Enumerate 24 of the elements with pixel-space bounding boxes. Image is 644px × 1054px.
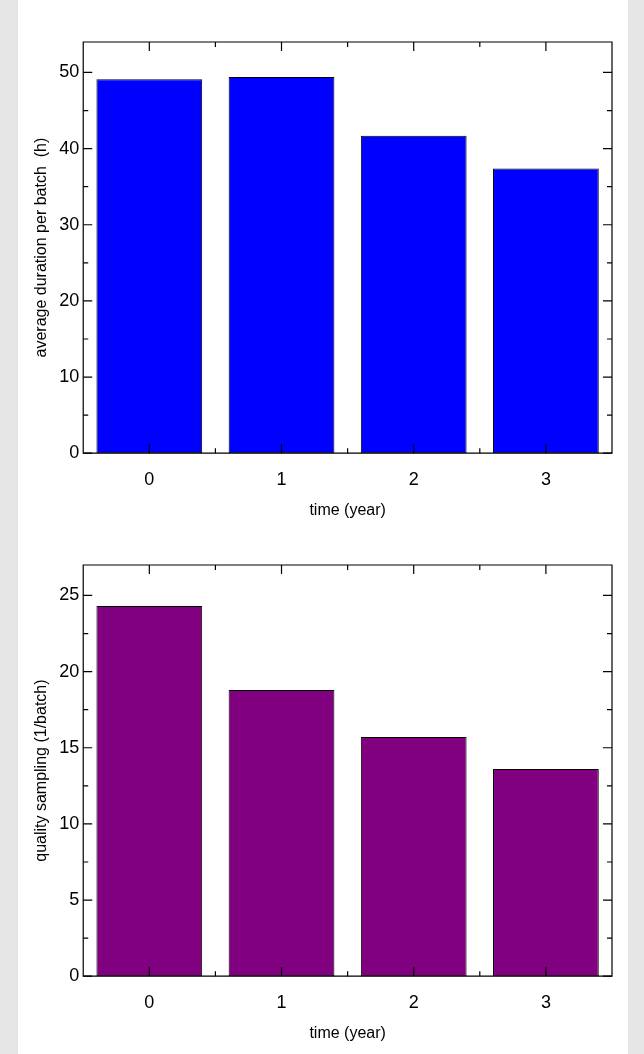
x-tick-label: 3 bbox=[540, 991, 551, 1012]
y-tick-label: 20 bbox=[59, 289, 80, 310]
x-tick-label: 0 bbox=[144, 468, 155, 489]
y-tick-label: 50 bbox=[59, 61, 80, 82]
y-tick-label: 40 bbox=[59, 137, 80, 158]
x-tick-label: 1 bbox=[276, 468, 287, 489]
y-tick-label: 5 bbox=[69, 889, 80, 910]
x-tick-label: 1 bbox=[276, 991, 287, 1012]
y-tick-label: 15 bbox=[59, 736, 80, 757]
x-tick-label: 2 bbox=[408, 991, 419, 1012]
y-tick-label: 10 bbox=[59, 812, 80, 833]
x-axis-title: time (year) bbox=[309, 500, 386, 518]
x-tick-label: 0 bbox=[144, 991, 155, 1012]
y-tick-label: 25 bbox=[59, 584, 80, 605]
y-axis-title: average duration per batch (h) bbox=[32, 137, 50, 358]
x-axis-title: time (year) bbox=[309, 1023, 386, 1041]
x-tick-label: 3 bbox=[540, 468, 551, 489]
y-tick-label: 20 bbox=[59, 660, 80, 681]
y-axis-title: quality sampling (1/batch) bbox=[32, 679, 50, 862]
y-tick-label: 10 bbox=[59, 366, 80, 387]
y-tick-label: 30 bbox=[59, 213, 80, 234]
y-tick-label: 0 bbox=[69, 965, 80, 986]
x-tick-label: 2 bbox=[408, 468, 419, 489]
y-tick-label: 0 bbox=[69, 442, 80, 463]
